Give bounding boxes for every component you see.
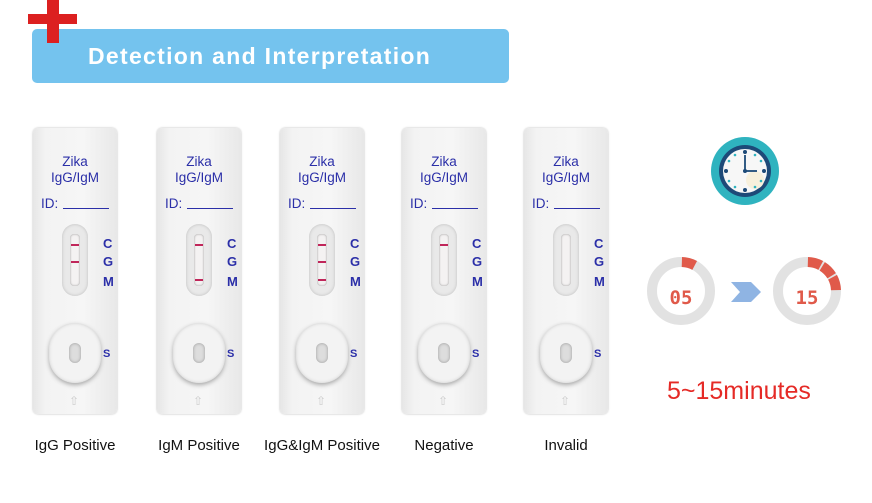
marker-label: C — [350, 236, 360, 251]
marker-label: M — [103, 274, 114, 289]
sample-label: S — [594, 348, 602, 360]
marker-label: M — [350, 274, 361, 289]
brand-name: Zika — [62, 154, 88, 169]
result-window — [553, 224, 579, 296]
marker-label: G — [472, 254, 483, 269]
test-strip — [561, 234, 571, 286]
progress-segment — [681, 257, 698, 270]
marker-label: G — [594, 254, 605, 269]
marker-label: C — [103, 236, 113, 251]
arrow-up-icon: ⇧ — [438, 394, 449, 408]
sample-well — [49, 323, 101, 383]
marker-label: C — [472, 236, 482, 251]
sample-well — [296, 323, 348, 383]
title-banner: Detection and Interpretation — [32, 29, 509, 83]
cassette-brand: Zika IgG/IgM — [280, 154, 364, 186]
marker-label: M — [472, 274, 483, 289]
sample-well — [173, 323, 225, 383]
test-strip — [317, 234, 327, 286]
sample-well — [418, 323, 470, 383]
id-line — [432, 208, 478, 209]
cassette-brand: Zika IgG/IgM — [524, 154, 608, 186]
id-label: ID: — [532, 196, 550, 211]
id-line — [310, 208, 356, 209]
sample-label: S — [350, 348, 358, 360]
brand-name: Zika — [553, 154, 579, 169]
id-label: ID: — [288, 196, 306, 211]
sample-label: S — [227, 348, 235, 360]
sample-label: S — [472, 348, 480, 360]
result-window — [431, 224, 457, 296]
progress-segment — [819, 262, 836, 279]
cassette-brand: Zika IgG/IgM — [33, 154, 117, 186]
result-caption: IgM Positive — [158, 437, 240, 454]
test-strip — [439, 234, 449, 286]
test-line-m — [195, 279, 203, 281]
test-line-c — [318, 244, 326, 246]
marker-label: G — [350, 254, 361, 269]
arrow-up-icon: ⇧ — [69, 394, 80, 408]
assay-name: IgG/IgM — [50, 170, 99, 185]
arrow-right-icon — [731, 282, 761, 302]
assay-name: IgG/IgM — [297, 170, 346, 185]
assay-name: IgG/IgM — [419, 170, 468, 185]
id-label: ID: — [41, 196, 59, 211]
brand-name: Zika — [431, 154, 457, 169]
arrow-up-icon: ⇧ — [560, 394, 571, 408]
assay-name: IgG/IgM — [541, 170, 590, 185]
timer-ring-start — [647, 257, 715, 325]
test-strip — [194, 234, 204, 286]
result-window — [309, 224, 335, 296]
cassette-brand: Zika IgG/IgM — [402, 154, 486, 186]
assay-name: IgG/IgM — [174, 170, 223, 185]
test-line-c — [71, 244, 79, 246]
timer-start-value: 05 — [669, 287, 693, 309]
id-line — [63, 208, 109, 209]
arrow-up-icon: ⇧ — [193, 394, 204, 408]
brand-name: Zika — [186, 154, 212, 169]
progress-segment — [807, 257, 824, 270]
id-label: ID: — [410, 196, 428, 211]
id-label: ID: — [165, 196, 183, 211]
test-line-m — [318, 279, 326, 281]
id-line — [187, 208, 233, 209]
timer-end-value: 15 — [795, 287, 819, 309]
test-strip — [70, 234, 80, 286]
marker-label: G — [227, 254, 238, 269]
clock-icon — [711, 137, 779, 205]
page-title: Detection and Interpretation — [88, 43, 432, 69]
id-line — [554, 208, 600, 209]
cassette-brand: Zika IgG/IgM — [157, 154, 241, 186]
marker-label: C — [594, 236, 604, 251]
result-window — [62, 224, 88, 296]
sample-well — [540, 323, 592, 383]
marker-label: C — [227, 236, 237, 251]
sample-label: S — [103, 348, 111, 360]
result-caption: IgG Positive — [34, 437, 116, 454]
timer-ring-end — [773, 257, 841, 325]
result-caption: IgG&IgM Positive — [264, 437, 380, 454]
test-line-c — [440, 244, 448, 246]
marker-label: M — [594, 274, 605, 289]
marker-label: G — [103, 254, 114, 269]
progress-segment — [828, 274, 841, 291]
test-line-g — [318, 261, 326, 263]
result-caption: Invalid — [544, 437, 588, 454]
marker-label: M — [227, 274, 238, 289]
result-window — [186, 224, 212, 296]
brand-name: Zika — [309, 154, 335, 169]
test-line-c — [195, 244, 203, 246]
arrow-up-icon: ⇧ — [316, 394, 327, 408]
test-line-g — [71, 261, 79, 263]
duration-text: 5~15minutes — [667, 377, 811, 405]
result-caption: Negative — [414, 437, 474, 454]
